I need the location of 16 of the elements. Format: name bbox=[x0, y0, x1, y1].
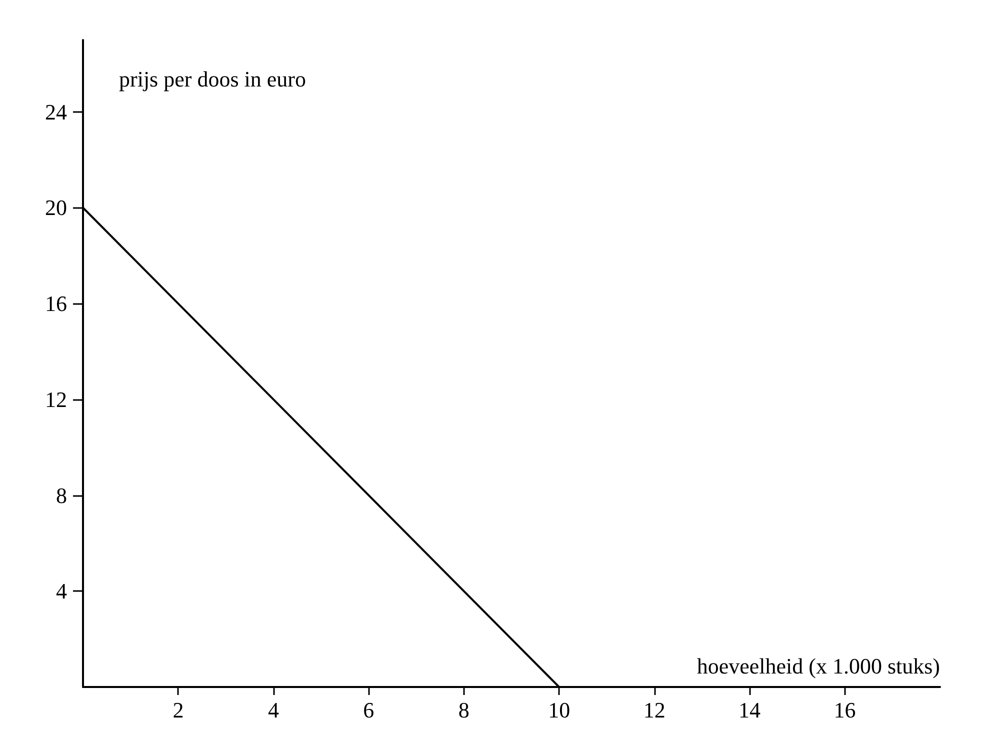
x-tick-label: 16 bbox=[834, 698, 856, 722]
y-tick-label: 20 bbox=[45, 195, 67, 220]
y-tick-label: 12 bbox=[45, 386, 67, 412]
x-tick-label: 6 bbox=[363, 698, 374, 722]
y-tick-label: 24 bbox=[45, 99, 67, 124]
x-axis-title: hoeveelheid (x 1.000 stuks) bbox=[696, 654, 940, 678]
x-tick-label: 2 bbox=[172, 698, 184, 722]
y-axis-title: prijs per doos in euro bbox=[119, 66, 306, 92]
x-tick-label: 8 bbox=[458, 698, 470, 722]
y-tick-label: 8 bbox=[56, 482, 67, 508]
x-tick-label: 14 bbox=[738, 698, 761, 722]
y-tick-label: 16 bbox=[45, 291, 67, 316]
x-tick-label: 12 bbox=[643, 698, 666, 722]
x-tick-label: 4 bbox=[268, 698, 279, 722]
x-tick-label: 10 bbox=[548, 698, 570, 722]
y-tick-label: 4 bbox=[56, 578, 67, 604]
